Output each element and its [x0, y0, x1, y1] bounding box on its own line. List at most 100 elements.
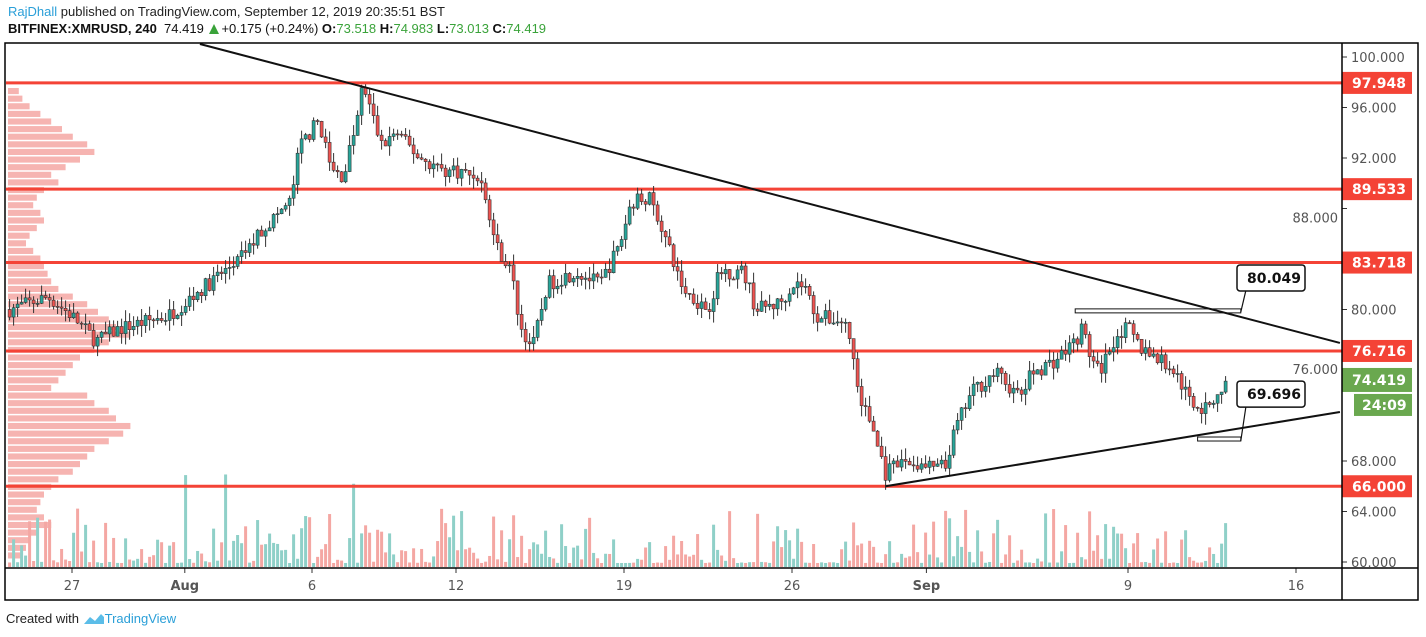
volume-profile-row — [8, 171, 52, 178]
volume-bar — [840, 549, 844, 567]
candle-down — [455, 165, 460, 179]
volume-bar — [764, 562, 768, 567]
volume-bar — [396, 562, 400, 567]
volume-bar — [696, 534, 700, 567]
volume-bar — [728, 511, 732, 567]
candle-up — [795, 281, 800, 289]
volume-bar — [480, 562, 484, 567]
candle-up — [927, 460, 932, 468]
volume-bar — [852, 522, 856, 567]
candle-down — [979, 381, 984, 392]
volume-bar — [1044, 513, 1048, 567]
candle-up — [803, 286, 808, 288]
candle-down — [243, 250, 248, 253]
candle-up — [1111, 347, 1116, 353]
price-tick-label: 96.000 — [1351, 102, 1397, 117]
volume-bar — [124, 538, 128, 567]
candle-up — [507, 264, 512, 267]
volume-bar — [708, 562, 712, 567]
candle-up — [15, 303, 20, 308]
candle-down — [319, 121, 324, 138]
candle-down — [703, 301, 708, 310]
candle-up — [995, 367, 1000, 377]
volume-bar — [444, 523, 448, 567]
time-axis[interactable]: 27 Aug 6 12 19 26 Sep 9 16 — [64, 568, 1305, 594]
candle-down — [867, 406, 872, 422]
volume-bar — [604, 553, 608, 567]
volume-profile-row — [8, 476, 59, 483]
candle-down — [827, 310, 832, 324]
time-tick-label: 27 — [64, 579, 81, 594]
publish-text: published on TradingView.com, September … — [60, 4, 446, 19]
callout-box — [1236, 264, 1306, 292]
volume-profile-row — [8, 339, 109, 346]
volume-bar — [812, 544, 816, 567]
volume-bar — [108, 561, 112, 567]
candle-up — [1047, 359, 1052, 363]
candle-down — [1075, 338, 1080, 345]
volume-profile-row — [8, 88, 19, 95]
level-price-label: 97.948 — [1352, 76, 1406, 92]
trendlines[interactable]: 80.049 69.696 — [199, 43, 1341, 488]
candle-up — [563, 273, 568, 286]
level-price-tag — [1342, 71, 1412, 94]
candle-up — [431, 163, 436, 170]
candle-up — [39, 295, 44, 304]
candle-down — [839, 321, 844, 324]
volume-bar — [412, 548, 416, 567]
volume-bar — [188, 559, 192, 567]
candle-up — [295, 152, 300, 185]
candle-down — [119, 326, 124, 334]
callout-pointer — [1240, 289, 1247, 313]
tradingview-link[interactable]: TradingView — [104, 611, 177, 626]
volume-bar — [984, 562, 988, 567]
volume-bar — [952, 556, 956, 567]
volume-profile-row — [8, 225, 37, 232]
volume-bar — [612, 539, 616, 567]
candle-down — [599, 276, 604, 279]
volume-profile-row — [8, 278, 52, 285]
volume-bar — [520, 535, 524, 567]
candle-down — [307, 134, 312, 140]
candle-down — [519, 314, 524, 330]
volume-profile-row — [8, 514, 44, 521]
candle-down — [259, 229, 264, 237]
candle-up — [247, 243, 252, 253]
candle-up — [775, 298, 780, 310]
candle-down — [683, 286, 688, 294]
candle-up — [1115, 336, 1120, 348]
horizontal-levels[interactable] — [6, 81, 1342, 488]
volume-bar — [640, 559, 644, 567]
volume-profile-row — [8, 141, 88, 148]
volume-bar — [880, 562, 884, 567]
volume-bar — [40, 561, 44, 567]
candle-down — [815, 313, 820, 323]
price-axis[interactable]: 100.000 96.000 92.000 88.000 80.000 76.000 68.… — [1293, 51, 1405, 571]
candle-down — [679, 270, 684, 287]
volume-bar — [724, 560, 728, 567]
author-link[interactable]: RajDhall — [8, 4, 58, 19]
volume-bar — [440, 508, 444, 567]
volume-bar — [1080, 557, 1084, 567]
volume-bar — [36, 517, 40, 567]
volume-bar — [1212, 553, 1216, 567]
volume-bar — [436, 541, 440, 567]
volume-bar — [536, 544, 540, 567]
candle-down — [1119, 336, 1124, 338]
volume-bar — [496, 559, 500, 567]
candle-up — [83, 323, 88, 326]
candle-up — [823, 310, 828, 319]
volume-bar — [664, 546, 668, 567]
candle-down — [335, 170, 340, 173]
candle-down — [43, 295, 48, 298]
volume-profile-row — [8, 209, 41, 216]
candle-up — [19, 302, 24, 305]
volume-bar — [1148, 562, 1152, 567]
candle-up — [583, 277, 588, 280]
candle-down — [63, 307, 68, 311]
volume-bar — [256, 520, 260, 567]
countdown-tag — [1354, 393, 1412, 416]
volume-bar — [232, 540, 236, 567]
volume-bar — [1200, 562, 1204, 567]
